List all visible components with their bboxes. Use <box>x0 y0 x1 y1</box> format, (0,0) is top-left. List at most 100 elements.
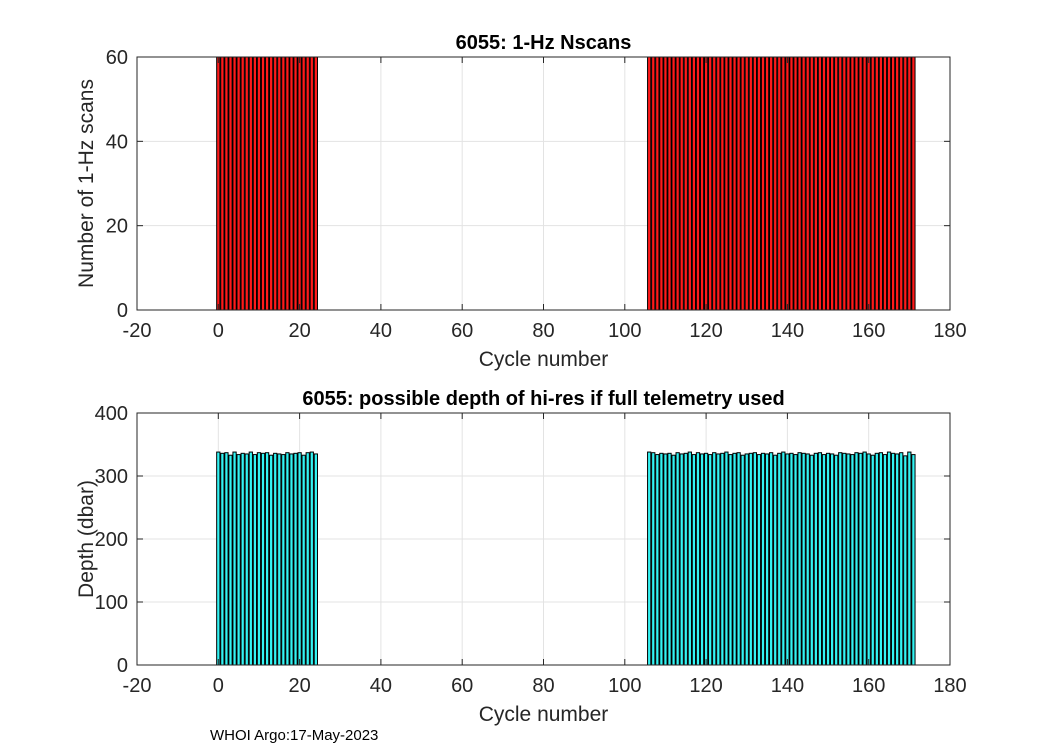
bar <box>647 451 652 666</box>
bar <box>744 453 749 666</box>
bar <box>260 452 266 666</box>
bar <box>785 453 790 666</box>
bar <box>854 452 859 666</box>
bar <box>220 56 225 311</box>
y-axis-label: Depth (dbar) <box>75 480 98 598</box>
bar <box>899 452 904 666</box>
x-tick-label: 120 <box>689 675 722 697</box>
bar <box>842 452 847 666</box>
y-tick-label: 60 <box>106 47 128 69</box>
bar <box>256 452 262 666</box>
bar <box>695 56 701 311</box>
bar <box>850 454 855 666</box>
y-tick-label: 0 <box>117 300 128 322</box>
bar <box>232 451 237 666</box>
bar <box>834 56 839 311</box>
bar <box>699 56 705 311</box>
bar <box>805 56 810 311</box>
bar <box>773 454 778 666</box>
bar <box>228 56 233 311</box>
bar <box>244 56 249 311</box>
bar <box>797 56 802 311</box>
bar <box>801 56 806 311</box>
x-tick-label: 40 <box>370 675 392 697</box>
x-tick-label: 180 <box>933 675 966 697</box>
bar <box>720 56 725 311</box>
bar <box>895 453 900 666</box>
x-tick-label: 180 <box>933 320 966 342</box>
bar <box>846 56 851 311</box>
bar <box>760 452 766 666</box>
bar <box>752 452 758 666</box>
bar <box>825 56 831 311</box>
x-tick-label: 40 <box>370 320 392 342</box>
bar <box>691 56 697 311</box>
bar <box>789 452 794 666</box>
bar <box>769 452 774 666</box>
bar <box>683 56 688 311</box>
bar <box>691 454 697 666</box>
bar <box>240 56 245 311</box>
bar <box>305 56 310 311</box>
bar <box>809 454 814 666</box>
bar <box>890 56 896 311</box>
bar <box>903 455 908 666</box>
bar <box>651 452 656 666</box>
bar <box>252 454 258 666</box>
bar <box>659 452 664 666</box>
bar <box>886 56 892 311</box>
bar <box>699 453 705 666</box>
bar <box>793 56 798 311</box>
bar <box>899 56 904 311</box>
depth-chart: -20 0 20 40 60 80 100 120 140 160 1800100200300400… <box>75 388 967 726</box>
bar <box>269 454 274 666</box>
bar <box>736 452 741 666</box>
bar <box>244 453 249 666</box>
bar <box>813 56 818 311</box>
bar <box>671 56 676 311</box>
bar <box>309 56 314 311</box>
bar <box>313 56 318 311</box>
bar <box>903 56 908 311</box>
chart-title: 6055: 1-Hz Nscans <box>456 32 632 54</box>
footer-credit: WHOI Argo:17-May-2023 <box>210 727 379 744</box>
bar <box>858 452 863 666</box>
bar <box>277 56 282 311</box>
bar <box>821 56 827 311</box>
bar <box>809 56 814 311</box>
y-tick-label: 100 <box>95 592 128 614</box>
bar <box>834 454 839 666</box>
bar <box>907 56 912 311</box>
bar <box>870 454 875 666</box>
y-tick-label: 200 <box>95 529 128 551</box>
bar <box>252 56 258 311</box>
x-axis-label: Cycle number <box>479 703 609 726</box>
bar <box>281 454 286 666</box>
bar <box>703 452 709 666</box>
bar <box>289 453 294 666</box>
bar <box>773 56 778 311</box>
bar <box>277 453 282 666</box>
y-axis-label: Number of 1-Hz scans <box>75 79 98 288</box>
bar <box>256 56 262 311</box>
bar <box>854 56 859 311</box>
bar <box>216 451 221 666</box>
bar <box>297 452 302 666</box>
bar <box>228 454 233 666</box>
bar <box>687 56 692 311</box>
bar <box>655 454 660 666</box>
bar <box>273 452 278 666</box>
x-axis-label: Cycle number <box>479 348 609 371</box>
bar <box>651 56 656 311</box>
bar <box>748 452 753 666</box>
bar <box>777 452 782 666</box>
bar <box>764 453 770 666</box>
x-tick-label: 80 <box>532 320 554 342</box>
bar <box>866 56 871 311</box>
bar <box>740 454 745 666</box>
bar <box>293 56 298 311</box>
bar <box>248 451 253 666</box>
bar <box>264 56 270 311</box>
bar <box>907 451 912 666</box>
